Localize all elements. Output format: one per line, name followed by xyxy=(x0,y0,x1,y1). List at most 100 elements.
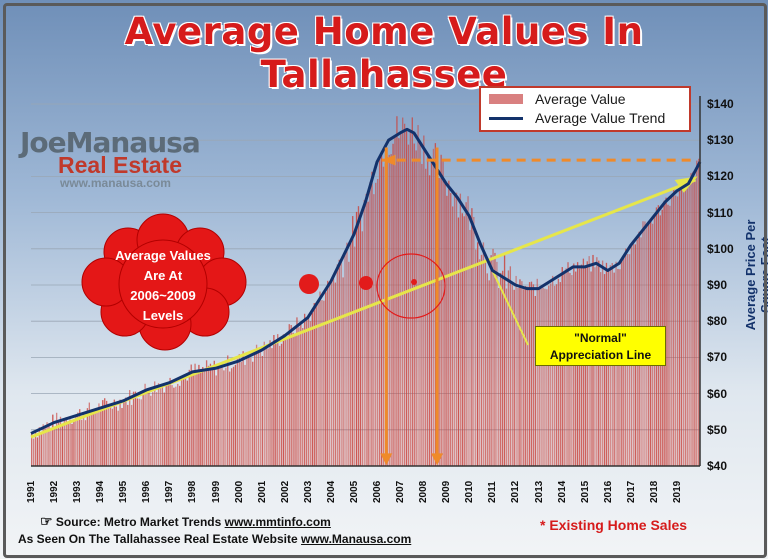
value-bar xyxy=(88,402,90,466)
y-tick-label: $40 xyxy=(707,459,728,473)
value-bar xyxy=(478,259,481,466)
value-bar xyxy=(532,284,535,466)
value-bar xyxy=(428,175,431,466)
value-bar xyxy=(525,286,527,466)
value-bar xyxy=(396,116,398,467)
value-bar xyxy=(182,374,185,466)
value-bar xyxy=(67,423,69,466)
value-bar xyxy=(517,288,519,466)
value-bar xyxy=(242,351,244,466)
value-bar xyxy=(234,364,237,466)
value-bar xyxy=(294,333,296,466)
value-bar xyxy=(407,144,410,467)
value-bar xyxy=(334,282,337,466)
value-bar xyxy=(86,408,89,466)
value-bar xyxy=(377,179,379,467)
red-circles xyxy=(81,213,446,351)
value-bar xyxy=(92,410,94,466)
value-bar xyxy=(542,287,544,466)
value-bar xyxy=(488,280,490,466)
value-bar xyxy=(694,179,696,467)
value-bar xyxy=(505,288,508,466)
value-bar xyxy=(498,288,500,466)
value-bar xyxy=(252,361,254,466)
value-bar xyxy=(375,182,377,466)
value-bar xyxy=(473,216,475,466)
value-bar xyxy=(211,367,214,466)
bubble-line-4: Levels xyxy=(142,308,184,323)
value-bar xyxy=(180,377,183,466)
value-bar xyxy=(346,242,348,466)
value-bar xyxy=(75,415,77,466)
value-bar xyxy=(353,246,356,466)
value-bar xyxy=(400,132,402,466)
value-bar xyxy=(123,400,125,466)
value-bar xyxy=(559,282,561,466)
value-bar xyxy=(265,346,267,466)
value-bar xyxy=(32,438,35,466)
value-bar xyxy=(526,286,529,466)
value-bar xyxy=(65,417,67,466)
value-bar xyxy=(452,206,454,466)
value-bar xyxy=(421,163,423,466)
value-bar xyxy=(461,213,463,466)
value-bar xyxy=(278,345,281,466)
as-seen-link[interactable]: www.Manausa.com xyxy=(301,532,412,546)
value-bar xyxy=(184,374,187,466)
value-bar xyxy=(300,321,302,466)
value-bar xyxy=(63,419,66,466)
value-bar xyxy=(227,355,229,466)
value-bar xyxy=(513,289,515,466)
value-bar xyxy=(80,419,83,466)
legend-bar-swatch xyxy=(489,94,523,104)
red-ring xyxy=(376,253,446,319)
value-bar xyxy=(551,275,554,466)
value-bar xyxy=(257,352,260,466)
value-bar xyxy=(315,305,317,466)
value-bar xyxy=(511,285,513,466)
value-bar xyxy=(328,282,331,466)
value-bar xyxy=(186,380,189,466)
value-bar xyxy=(321,300,323,466)
value-bar xyxy=(578,268,581,466)
value-bar xyxy=(292,332,294,466)
y-tick-label: $130 xyxy=(707,133,734,148)
value-bar xyxy=(232,366,235,466)
value-bar xyxy=(305,317,308,466)
as-seen-text: As Seen On The Tallahassee Real Estate W… xyxy=(18,532,302,546)
value-bar xyxy=(219,363,221,466)
value-bar xyxy=(55,412,58,466)
value-bar xyxy=(217,367,219,466)
value-bar xyxy=(238,354,240,466)
value-bar xyxy=(440,154,442,467)
source-link[interactable]: www.mmtinfo.com xyxy=(224,515,331,529)
value-bar xyxy=(154,381,156,466)
value-bar xyxy=(194,363,196,466)
value-bar xyxy=(111,408,114,466)
value-bar xyxy=(202,367,204,466)
value-bar xyxy=(179,385,181,466)
value-bar xyxy=(494,252,496,466)
value-bar xyxy=(107,403,110,466)
value-bar xyxy=(450,193,452,466)
value-bar xyxy=(411,117,413,466)
value-bar xyxy=(457,217,460,466)
value-bar xyxy=(109,407,112,466)
value-bar xyxy=(98,403,100,466)
value-bar xyxy=(500,272,502,466)
value-bar xyxy=(467,196,469,467)
value-bar xyxy=(142,390,144,466)
value-bar xyxy=(36,437,39,466)
value-bar xyxy=(519,279,521,466)
value-bar xyxy=(530,281,533,466)
value-bar xyxy=(248,357,250,466)
y-tick-label: $110 xyxy=(707,205,734,220)
value-bar xyxy=(188,369,190,466)
value-bar xyxy=(40,431,42,466)
value-bar xyxy=(273,335,275,466)
value-bar xyxy=(665,197,667,466)
value-bar xyxy=(209,363,212,466)
value-bar xyxy=(159,386,162,466)
y-tick-label: $60 xyxy=(707,386,728,401)
